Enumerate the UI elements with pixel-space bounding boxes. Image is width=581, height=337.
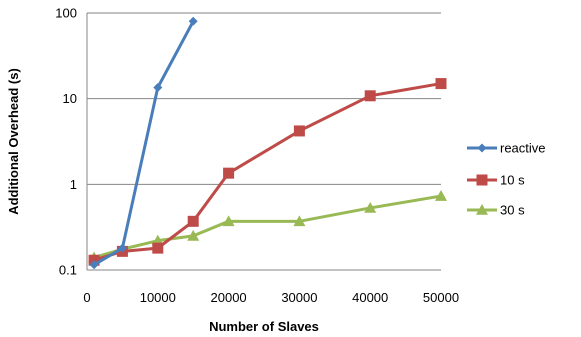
y-tick-label: 0.1: [59, 263, 77, 278]
legend-marker: [476, 204, 488, 215]
series-reactive: [89, 16, 198, 270]
x-tick-label: 40000: [352, 290, 388, 305]
tick-labels: 0.1 1 10 100 0 10000 20000 30000 40000 50000: [55, 6, 459, 306]
data-point: [152, 242, 164, 254]
series-line: [93, 20, 195, 267]
data-point: [364, 90, 376, 102]
data-point: [153, 83, 163, 93]
data-point: [293, 215, 306, 227]
y-tick-label: 10: [63, 91, 77, 106]
data-point: [364, 201, 377, 213]
legend-marker: [476, 174, 488, 186]
series-line: [93, 82, 442, 262]
y-tick-label: 1: [70, 177, 77, 192]
legend: reactive 10 s 30 s: [467, 141, 546, 218]
data-point: [187, 215, 199, 227]
data-point: [223, 167, 235, 179]
y-tick-label: 100: [55, 6, 77, 21]
data-point: [293, 125, 305, 137]
gridlines: [87, 12, 441, 271]
series-group: [88, 16, 447, 270]
series-line: [93, 194, 442, 259]
data-point: [435, 190, 447, 201]
legend-label: reactive: [500, 141, 546, 156]
x-axis-title: Number of Slaves: [209, 319, 319, 334]
data-point: [89, 260, 99, 270]
legend-item: reactive: [467, 141, 546, 156]
legend-label: 30 s: [500, 203, 525, 218]
series-30-s: [88, 190, 447, 263]
x-tick-label: 20000: [211, 290, 247, 305]
x-tick-label: 0: [83, 290, 90, 305]
legend-label: 10 s: [500, 173, 525, 188]
y-axis-title: Additional Overhead (s): [6, 68, 21, 215]
series-10-s: [88, 78, 447, 266]
data-point: [222, 215, 235, 227]
data-point: [188, 16, 198, 26]
data-point: [88, 254, 100, 266]
x-tick-label: 10000: [140, 290, 176, 305]
legend-item: 10 s: [467, 173, 525, 188]
data-point: [187, 229, 200, 241]
data-point: [117, 243, 127, 253]
legend-item: 30 s: [467, 203, 525, 218]
x-tick-label: 50000: [423, 290, 459, 305]
x-tick-label: 30000: [281, 290, 317, 305]
legend-marker: [477, 143, 487, 153]
data-point: [435, 78, 447, 90]
